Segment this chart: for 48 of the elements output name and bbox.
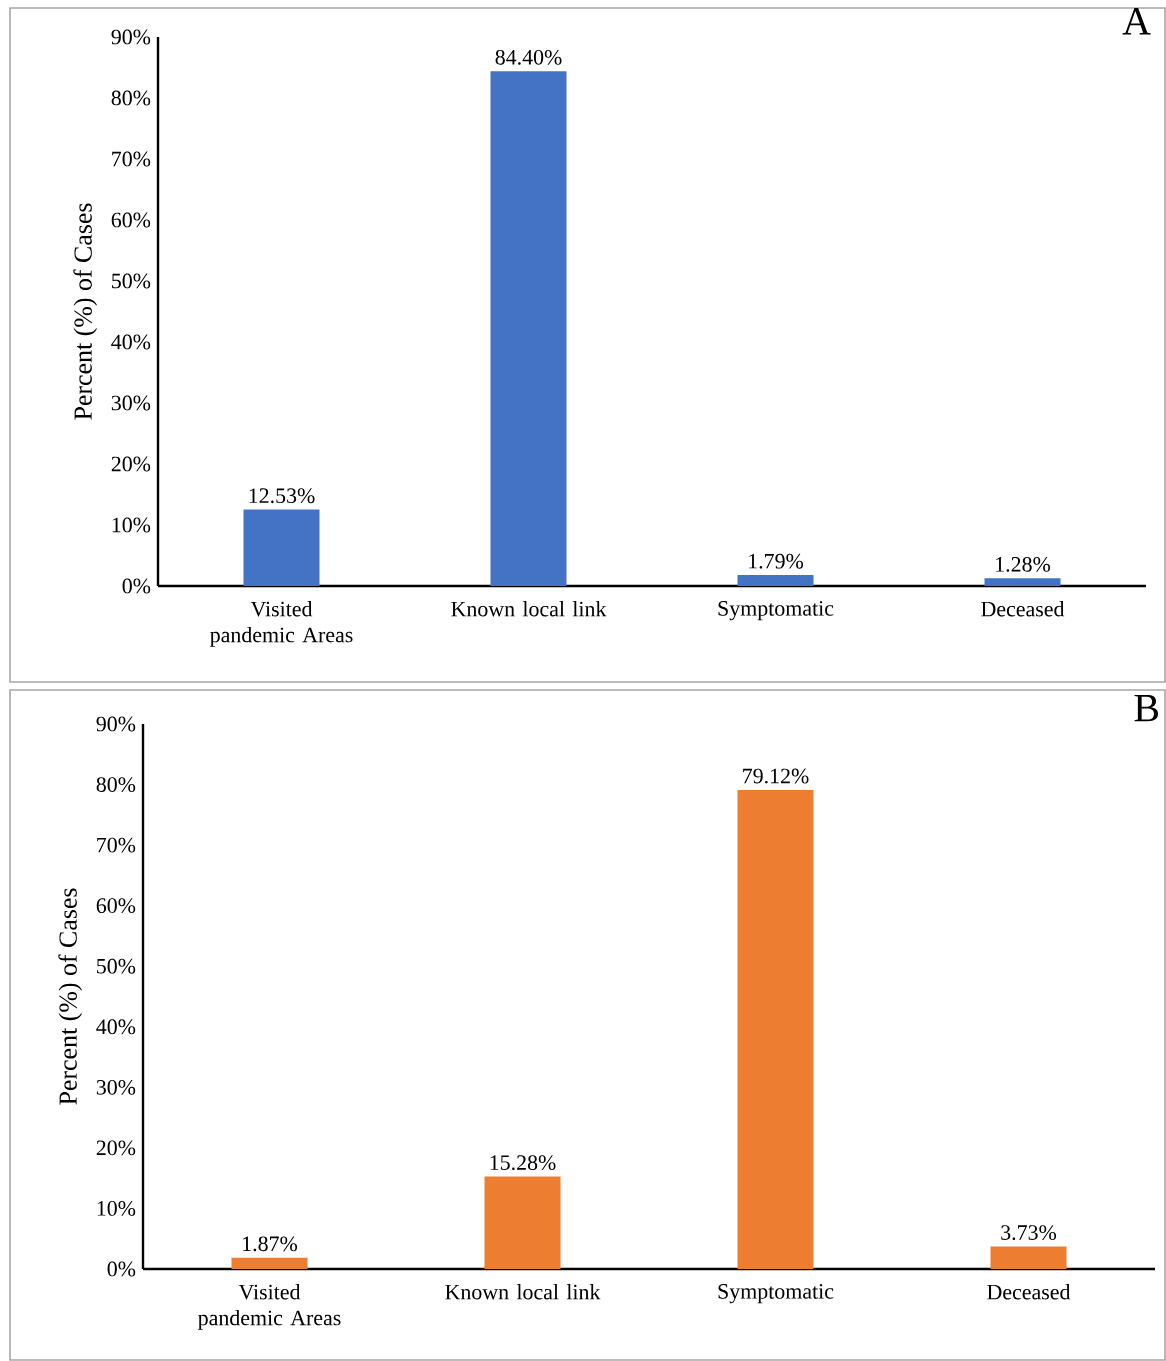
bar <box>737 789 814 1269</box>
data-label: 1.79% <box>749 553 804 569</box>
data-label: 12.53% <box>249 488 315 504</box>
y-tick-label: 0% <box>122 578 151 594</box>
bar <box>484 1176 561 1269</box>
y-tick-label: 20% <box>96 1140 136 1156</box>
bar <box>737 575 814 586</box>
data-label: 15.28% <box>490 1155 556 1171</box>
y-tick-label: 50% <box>112 273 151 289</box>
y-tick-label: 60% <box>111 212 151 228</box>
x-tick-label: Symptomatic <box>718 1284 834 1304</box>
x-tick-label: Known local link <box>445 1284 601 1300</box>
data-label: 1.28% <box>996 556 1051 572</box>
y-tick-label: 60% <box>96 898 136 914</box>
y-tick-label: 70% <box>112 151 151 167</box>
y-tick-label: 20% <box>111 456 151 472</box>
y-tick-label: 10% <box>97 1201 136 1216</box>
chart-title: B <box>1134 695 1159 722</box>
y-tick-label: 90% <box>111 29 151 45</box>
bar <box>231 1257 308 1269</box>
y-axis-title: Percent (%) of Cases <box>58 888 83 1105</box>
chart-title: A <box>1122 8 1151 35</box>
y-tick-label: 50% <box>97 958 136 974</box>
x-tick-label: Deceased <box>981 601 1065 617</box>
x-tick-label: Visited pandemic Areas <box>210 601 353 647</box>
y-tick-label: 70% <box>97 837 136 853</box>
x-tick-label: Symptomatic <box>718 601 834 621</box>
y-tick-label: 30% <box>96 1079 136 1095</box>
y-tick-label: 40% <box>96 1019 136 1035</box>
x-tick-label: Known local link <box>451 601 607 617</box>
x-tick-label: Deceased <box>987 1284 1071 1300</box>
y-tick-label: 40% <box>111 334 151 350</box>
bar <box>990 1246 1067 1269</box>
y-tick-label: 80% <box>111 90 151 106</box>
x-tick-label: Visited pandemic Areas <box>198 1284 341 1330</box>
data-label: 3.73% <box>1001 1225 1057 1241</box>
y-tick-label: 10% <box>112 517 151 533</box>
bar <box>984 578 1061 586</box>
bar <box>490 71 567 586</box>
data-label: 79.12% <box>743 768 809 784</box>
bar <box>243 509 320 586</box>
y-tick-label: 80% <box>96 777 136 792</box>
y-axis-title: Percent (%) of Cases <box>73 203 98 420</box>
y-tick-label: 0% <box>107 1261 136 1277</box>
y-tick-label: 30% <box>111 395 151 411</box>
y-tick-label: 90% <box>96 716 136 732</box>
data-label: 84.40% <box>495 49 562 65</box>
data-label: 1.87% <box>243 1236 298 1252</box>
